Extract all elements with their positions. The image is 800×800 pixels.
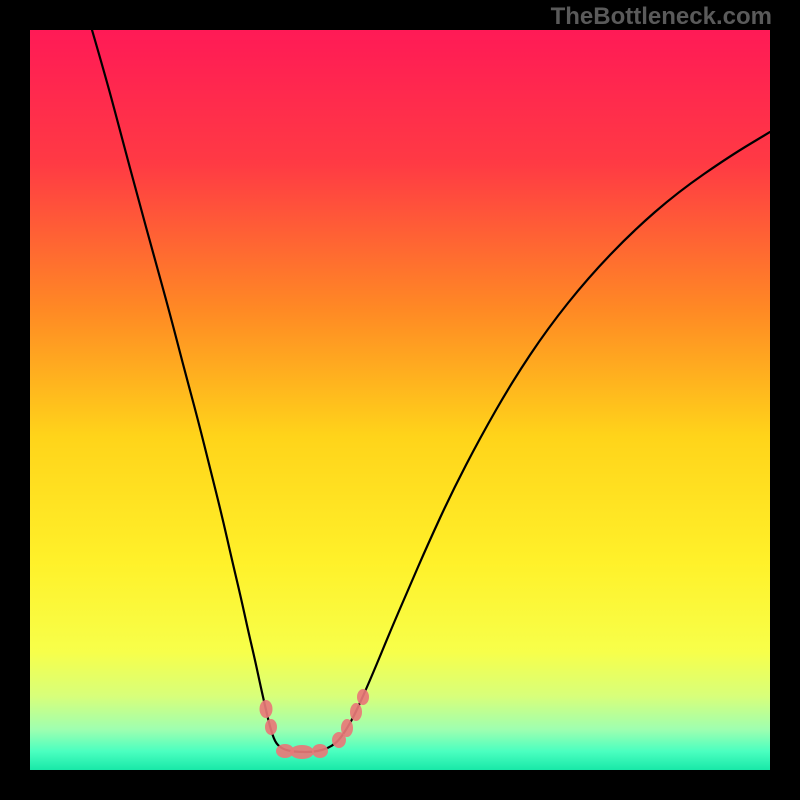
data-marker [260, 700, 273, 718]
data-marker [341, 719, 353, 737]
data-marker [350, 703, 362, 721]
chart-svg [30, 30, 770, 770]
plot-area [30, 30, 770, 770]
data-marker [357, 689, 369, 705]
bottleneck-curve [92, 30, 770, 752]
watermark-text: TheBottleneck.com [551, 3, 772, 31]
data-marker [312, 744, 328, 758]
data-marker [265, 719, 277, 735]
chart-frame: TheBottleneck.com [0, 0, 800, 800]
data-marker [290, 745, 314, 759]
